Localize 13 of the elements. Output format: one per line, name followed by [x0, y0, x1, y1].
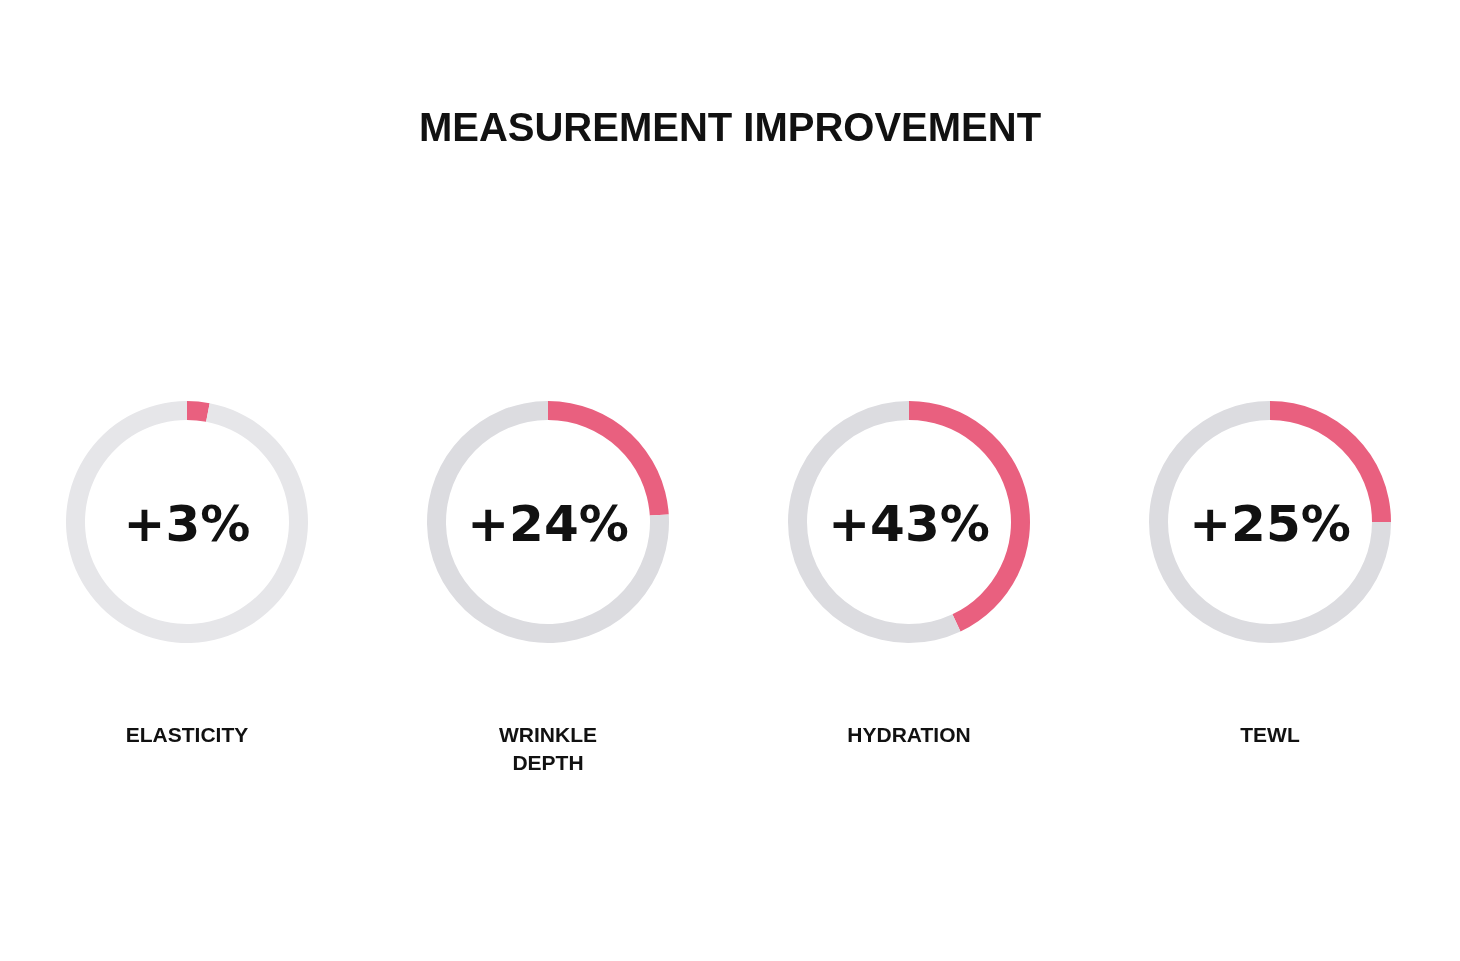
text: TEWL: [1240, 723, 1300, 746]
text: MEASUREMENT IMPROVEMENT: [418, 105, 1042, 149]
donut-slice: [1149, 401, 1391, 643]
text: HYDRATION: [847, 723, 971, 746]
text: +43%: [828, 495, 990, 553]
text: ELASTICITY: [125, 723, 249, 746]
text: WRINKLE DEPTH: [499, 723, 597, 774]
text: +25%: [1189, 495, 1351, 553]
donut-slice: [427, 401, 669, 643]
text: +24%: [467, 495, 629, 553]
donut-slice: [66, 401, 308, 643]
text: +3%: [123, 495, 251, 553]
donut-slice: [187, 401, 210, 422]
